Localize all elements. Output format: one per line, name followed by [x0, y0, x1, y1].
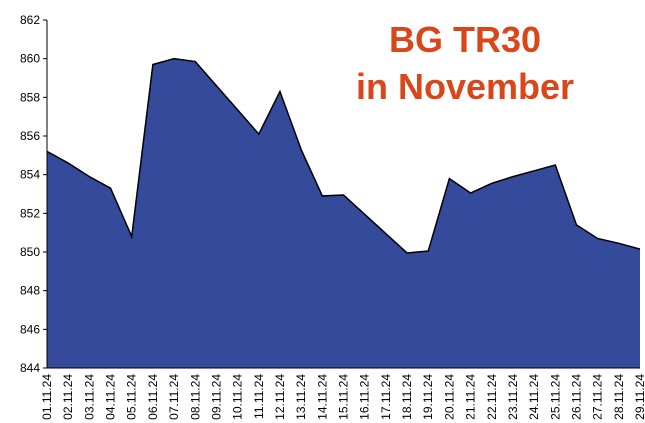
x-tick-label: 06.11.24 — [146, 374, 160, 420]
x-tick-label: 12.11.24 — [273, 374, 287, 420]
y-tick-label: 848 — [20, 284, 40, 298]
y-tick-label: 844 — [20, 361, 40, 375]
x-tick-label: 03.11.24 — [82, 374, 96, 420]
y-tick-label: 854 — [20, 168, 40, 182]
x-tick-label: 20.11.24 — [442, 374, 456, 420]
x-tick-label: 15.11.24 — [337, 374, 351, 420]
y-tick-label: 852 — [20, 206, 40, 220]
x-tick-label: 25.11.24 — [548, 374, 562, 420]
y-tick-label: 856 — [20, 129, 40, 143]
x-tick-label: 04.11.24 — [104, 374, 118, 420]
chart-title: BG TR30 — [389, 19, 541, 60]
x-tick-label: 07.11.24 — [167, 374, 181, 420]
x-tick-label: 09.11.24 — [209, 374, 223, 420]
x-tick-label: 22.11.24 — [485, 374, 499, 420]
x-tick-label: 10.11.24 — [231, 374, 245, 420]
x-tick-label: 24.11.24 — [527, 374, 541, 420]
x-tick-label: 02.11.24 — [61, 374, 75, 420]
x-tick-label: 21.11.24 — [464, 374, 478, 420]
x-tick-label: 01.11.24 — [40, 374, 54, 420]
y-tick-label: 860 — [20, 52, 40, 66]
x-tick-label: 27.11.24 — [591, 374, 605, 420]
x-tick-label: 26.11.24 — [569, 374, 583, 420]
x-tick-label: 11.11.24 — [252, 374, 266, 419]
x-tick-label: 19.11.24 — [421, 374, 435, 420]
x-tick-label: 29.11.24 — [633, 374, 645, 420]
x-tick-label: 08.11.24 — [188, 374, 202, 420]
y-tick-label: 862 — [20, 13, 40, 27]
area — [47, 58, 640, 369]
x-tick-label: 18.11.24 — [400, 374, 414, 420]
x-tick-label: 13.11.24 — [294, 374, 308, 420]
x-tick-label: 17.11.24 — [379, 374, 393, 420]
x-tick-label: 05.11.24 — [125, 374, 139, 420]
y-tick-label: 850 — [20, 245, 40, 259]
x-tick-label: 14.11.24 — [315, 374, 329, 420]
x-tick-label: 23.11.24 — [506, 374, 520, 420]
line — [46, 57, 641, 254]
y-tick-label: 858 — [20, 90, 40, 104]
chart-title: in November — [356, 66, 574, 107]
x-tick-label: 28.11.24 — [612, 374, 626, 420]
y-tick-label: 846 — [20, 322, 40, 336]
x-tick-label: 16.11.24 — [358, 374, 372, 420]
